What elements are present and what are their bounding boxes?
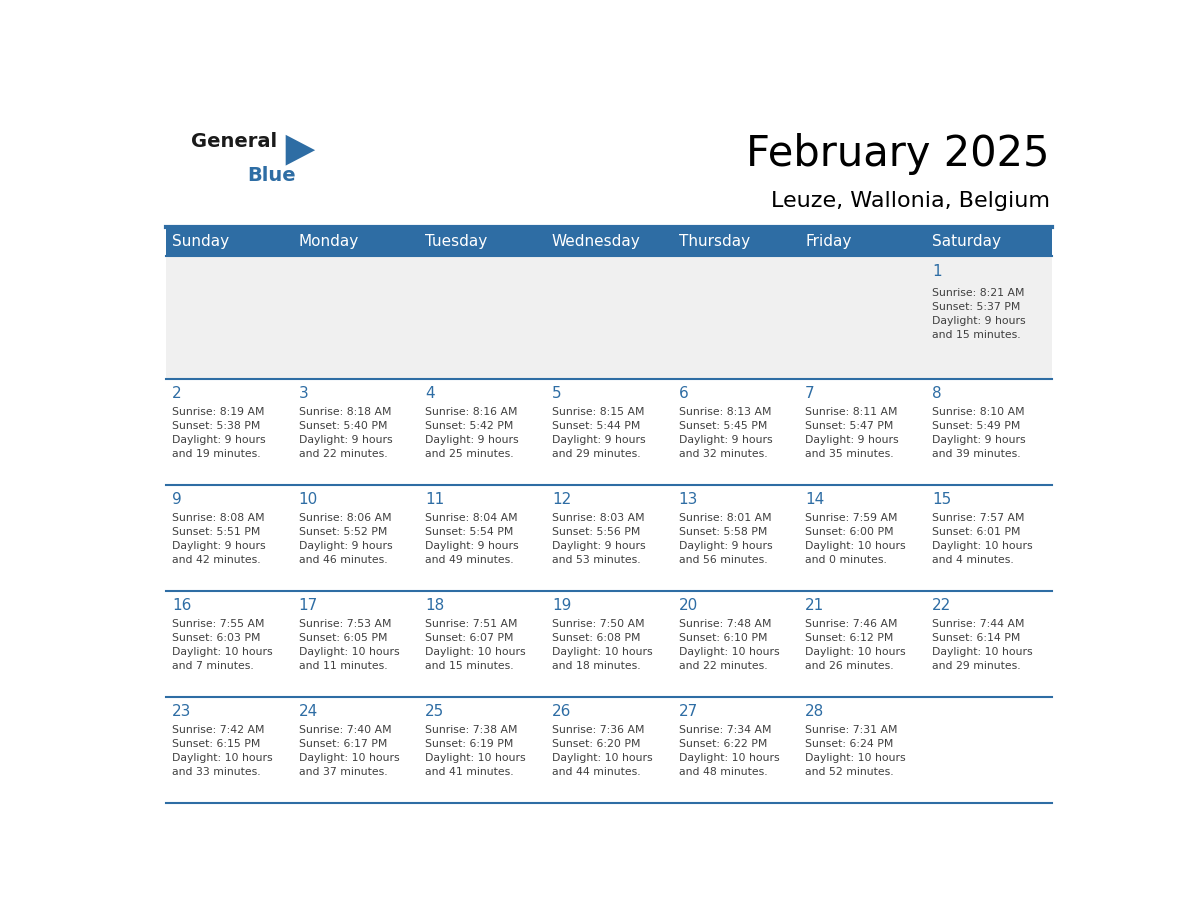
- Text: Sunrise: 7:40 AM
Sunset: 6:17 PM
Daylight: 10 hours
and 37 minutes.: Sunrise: 7:40 AM Sunset: 6:17 PM Dayligh…: [298, 725, 399, 777]
- Text: February 2025: February 2025: [746, 133, 1050, 175]
- Text: Sunrise: 8:01 AM
Sunset: 5:58 PM
Daylight: 9 hours
and 56 minutes.: Sunrise: 8:01 AM Sunset: 5:58 PM Dayligh…: [678, 513, 772, 565]
- Bar: [165, 486, 1053, 591]
- Text: 23: 23: [172, 703, 191, 719]
- Text: 7: 7: [805, 386, 815, 401]
- Text: 16: 16: [172, 598, 191, 612]
- Text: Sunrise: 7:44 AM
Sunset: 6:14 PM
Daylight: 10 hours
and 29 minutes.: Sunrise: 7:44 AM Sunset: 6:14 PM Dayligh…: [931, 619, 1032, 671]
- Text: Saturday: Saturday: [931, 234, 1000, 250]
- Text: Sunrise: 8:21 AM
Sunset: 5:37 PM
Daylight: 9 hours
and 15 minutes.: Sunrise: 8:21 AM Sunset: 5:37 PM Dayligh…: [931, 288, 1025, 341]
- Text: 1: 1: [931, 263, 941, 279]
- Text: Friday: Friday: [805, 234, 852, 250]
- Text: Sunrise: 8:15 AM
Sunset: 5:44 PM
Daylight: 9 hours
and 29 minutes.: Sunrise: 8:15 AM Sunset: 5:44 PM Dayligh…: [552, 407, 645, 459]
- Text: 28: 28: [805, 703, 824, 719]
- Text: 27: 27: [678, 703, 697, 719]
- Text: Sunrise: 7:55 AM
Sunset: 6:03 PM
Daylight: 10 hours
and 7 minutes.: Sunrise: 7:55 AM Sunset: 6:03 PM Dayligh…: [172, 619, 272, 671]
- Text: 21: 21: [805, 598, 824, 612]
- Text: Sunrise: 8:10 AM
Sunset: 5:49 PM
Daylight: 9 hours
and 39 minutes.: Sunrise: 8:10 AM Sunset: 5:49 PM Dayligh…: [931, 407, 1025, 459]
- Text: Sunrise: 8:16 AM
Sunset: 5:42 PM
Daylight: 9 hours
and 25 minutes.: Sunrise: 8:16 AM Sunset: 5:42 PM Dayligh…: [425, 407, 519, 459]
- Bar: [165, 591, 1053, 698]
- Text: 6: 6: [678, 386, 688, 401]
- Text: Leuze, Wallonia, Belgium: Leuze, Wallonia, Belgium: [771, 191, 1050, 211]
- Text: Sunrise: 8:11 AM
Sunset: 5:47 PM
Daylight: 9 hours
and 35 minutes.: Sunrise: 8:11 AM Sunset: 5:47 PM Dayligh…: [805, 407, 899, 459]
- Text: Sunrise: 7:50 AM
Sunset: 6:08 PM
Daylight: 10 hours
and 18 minutes.: Sunrise: 7:50 AM Sunset: 6:08 PM Dayligh…: [552, 619, 652, 671]
- Text: 18: 18: [425, 598, 444, 612]
- Text: Sunrise: 7:42 AM
Sunset: 6:15 PM
Daylight: 10 hours
and 33 minutes.: Sunrise: 7:42 AM Sunset: 6:15 PM Dayligh…: [172, 725, 272, 777]
- Text: 20: 20: [678, 598, 697, 612]
- Text: 15: 15: [931, 492, 952, 507]
- Text: 17: 17: [298, 598, 317, 612]
- Text: Sunrise: 7:51 AM
Sunset: 6:07 PM
Daylight: 10 hours
and 15 minutes.: Sunrise: 7:51 AM Sunset: 6:07 PM Dayligh…: [425, 619, 526, 671]
- Text: Sunrise: 7:48 AM
Sunset: 6:10 PM
Daylight: 10 hours
and 22 minutes.: Sunrise: 7:48 AM Sunset: 6:10 PM Dayligh…: [678, 619, 779, 671]
- Text: 11: 11: [425, 492, 444, 507]
- Text: Sunrise: 8:19 AM
Sunset: 5:38 PM
Daylight: 9 hours
and 19 minutes.: Sunrise: 8:19 AM Sunset: 5:38 PM Dayligh…: [172, 407, 265, 459]
- Text: Sunrise: 8:06 AM
Sunset: 5:52 PM
Daylight: 9 hours
and 46 minutes.: Sunrise: 8:06 AM Sunset: 5:52 PM Dayligh…: [298, 513, 392, 565]
- Text: Wednesday: Wednesday: [552, 234, 640, 250]
- Text: 9: 9: [172, 492, 182, 507]
- Text: Sunrise: 7:57 AM
Sunset: 6:01 PM
Daylight: 10 hours
and 4 minutes.: Sunrise: 7:57 AM Sunset: 6:01 PM Dayligh…: [931, 513, 1032, 565]
- Text: Thursday: Thursday: [678, 234, 750, 250]
- Text: Sunrise: 7:59 AM
Sunset: 6:00 PM
Daylight: 10 hours
and 0 minutes.: Sunrise: 7:59 AM Sunset: 6:00 PM Dayligh…: [805, 513, 905, 565]
- Text: Sunrise: 8:08 AM
Sunset: 5:51 PM
Daylight: 9 hours
and 42 minutes.: Sunrise: 8:08 AM Sunset: 5:51 PM Dayligh…: [172, 513, 265, 565]
- Text: Sunrise: 8:18 AM
Sunset: 5:40 PM
Daylight: 9 hours
and 22 minutes.: Sunrise: 8:18 AM Sunset: 5:40 PM Dayligh…: [298, 407, 392, 459]
- Text: Sunrise: 7:38 AM
Sunset: 6:19 PM
Daylight: 10 hours
and 41 minutes.: Sunrise: 7:38 AM Sunset: 6:19 PM Dayligh…: [425, 725, 526, 777]
- Text: Sunrise: 8:03 AM
Sunset: 5:56 PM
Daylight: 9 hours
and 53 minutes.: Sunrise: 8:03 AM Sunset: 5:56 PM Dayligh…: [552, 513, 645, 565]
- Text: 26: 26: [552, 703, 571, 719]
- Text: 10: 10: [298, 492, 317, 507]
- Text: Tuesday: Tuesday: [425, 234, 487, 250]
- Polygon shape: [285, 135, 315, 165]
- Text: Sunrise: 7:34 AM
Sunset: 6:22 PM
Daylight: 10 hours
and 48 minutes.: Sunrise: 7:34 AM Sunset: 6:22 PM Dayligh…: [678, 725, 779, 777]
- Text: General: General: [191, 131, 277, 151]
- Text: Monday: Monday: [298, 234, 359, 250]
- Text: 4: 4: [425, 386, 435, 401]
- Text: Sunrise: 7:53 AM
Sunset: 6:05 PM
Daylight: 10 hours
and 11 minutes.: Sunrise: 7:53 AM Sunset: 6:05 PM Dayligh…: [298, 619, 399, 671]
- Bar: [165, 379, 1053, 486]
- Text: 8: 8: [931, 386, 941, 401]
- Text: 5: 5: [552, 386, 562, 401]
- Text: 12: 12: [552, 492, 571, 507]
- Text: Sunrise: 7:46 AM
Sunset: 6:12 PM
Daylight: 10 hours
and 26 minutes.: Sunrise: 7:46 AM Sunset: 6:12 PM Dayligh…: [805, 619, 905, 671]
- Text: Sunrise: 8:04 AM
Sunset: 5:54 PM
Daylight: 9 hours
and 49 minutes.: Sunrise: 8:04 AM Sunset: 5:54 PM Dayligh…: [425, 513, 519, 565]
- Text: Sunrise: 7:36 AM
Sunset: 6:20 PM
Daylight: 10 hours
and 44 minutes.: Sunrise: 7:36 AM Sunset: 6:20 PM Dayligh…: [552, 725, 652, 777]
- Text: 13: 13: [678, 492, 697, 507]
- Text: 2: 2: [172, 386, 182, 401]
- Text: Sunrise: 8:13 AM
Sunset: 5:45 PM
Daylight: 9 hours
and 32 minutes.: Sunrise: 8:13 AM Sunset: 5:45 PM Dayligh…: [678, 407, 772, 459]
- Text: Sunrise: 7:31 AM
Sunset: 6:24 PM
Daylight: 10 hours
and 52 minutes.: Sunrise: 7:31 AM Sunset: 6:24 PM Dayligh…: [805, 725, 905, 777]
- Text: Blue: Blue: [247, 166, 296, 185]
- Bar: [165, 698, 1053, 803]
- Text: 22: 22: [931, 598, 952, 612]
- Bar: [165, 256, 1053, 379]
- Text: 3: 3: [298, 386, 309, 401]
- Text: 25: 25: [425, 703, 444, 719]
- Text: 19: 19: [552, 598, 571, 612]
- Text: Sunday: Sunday: [172, 234, 229, 250]
- Text: 24: 24: [298, 703, 317, 719]
- Text: 14: 14: [805, 492, 824, 507]
- Bar: [165, 227, 1053, 256]
